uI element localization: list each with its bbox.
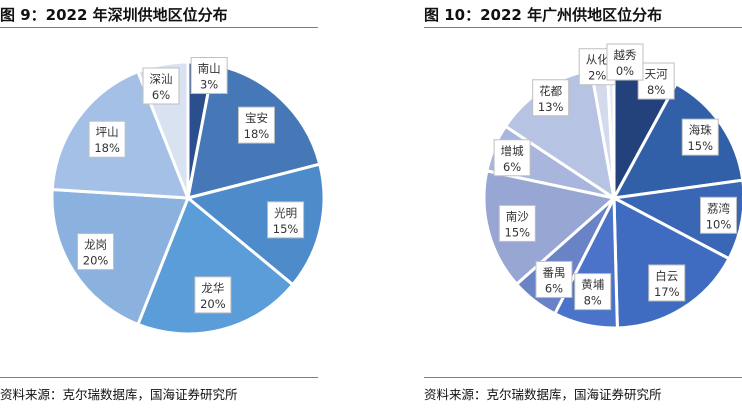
- percent-label: 15%: [687, 139, 713, 153]
- pie-slice: [482, 169, 618, 287]
- pie-slice: [612, 195, 732, 330]
- percent-label: 15%: [273, 222, 299, 236]
- shenzhen-pie-chart: 南山 3% 宝安 18% 光明 15% 龙华 20% 龙岗 20% 坪山 18% 深汕 6%: [50, 57, 326, 336]
- percent-label: 6%: [545, 281, 563, 295]
- figure-9-title: 图 9：2022 年深圳供地区位分布: [0, 6, 228, 24]
- data-label-box: [699, 196, 737, 234]
- data-label-box: [142, 67, 180, 105]
- source-divider: [424, 377, 742, 378]
- pie-slice: [611, 81, 742, 200]
- category-label: 越秀: [613, 48, 636, 62]
- pie-slice: [50, 187, 191, 327]
- category-label: 花都: [539, 84, 562, 98]
- data-label-box: [194, 276, 232, 314]
- data-label-box: [574, 273, 612, 311]
- percent-label: 8%: [584, 294, 602, 308]
- category-label: 龙岗: [84, 238, 107, 252]
- percent-label: 0%: [616, 64, 634, 78]
- category-label: 龙华: [201, 281, 224, 295]
- percent-label: 2%: [588, 69, 606, 83]
- category-label: 白云: [655, 269, 678, 283]
- category-label: 深汕: [150, 72, 173, 86]
- category-label: 从化: [586, 53, 609, 67]
- data-label-box: [77, 233, 115, 271]
- data-label-box: [532, 79, 570, 117]
- data-label-box: [535, 260, 573, 298]
- data-label-box: [681, 118, 719, 156]
- category-label: 黄埔: [581, 278, 604, 292]
- percent-label: 3%: [200, 78, 218, 92]
- data-label-box: [606, 43, 644, 81]
- category-label: 荔湾: [707, 201, 730, 215]
- percent-label: 13%: [538, 100, 564, 114]
- percent-label: 18%: [244, 127, 270, 141]
- data-label-box: [267, 201, 305, 239]
- guangzhou-pie-chart: 天河 8% 海珠 15% 荔湾 10% 白云 17% 黄埔 8% 番禺 6% 南沙 15% 增城 6% 花都 13…: [482, 43, 742, 330]
- percent-label: 15%: [505, 225, 531, 239]
- category-label: 南山: [198, 62, 221, 76]
- percent-label: 6%: [503, 160, 521, 174]
- percent-label: 8%: [647, 83, 665, 97]
- percent-label: 10%: [706, 217, 732, 231]
- pie-slice: [184, 162, 326, 287]
- data-label-box: [237, 106, 275, 144]
- category-label: 海珠: [689, 123, 712, 137]
- percent-label: 20%: [200, 297, 226, 311]
- data-label-box: [498, 204, 536, 242]
- data-label-box: [190, 57, 228, 95]
- percent-label: 20%: [83, 254, 109, 268]
- category-label: 天河: [645, 67, 668, 81]
- data-label-box: [493, 139, 531, 177]
- category-label: 增城: [501, 144, 524, 158]
- category-label: 宝安: [245, 111, 268, 125]
- data-label-box: [88, 120, 126, 158]
- figure-9-source: 资料来源：克尔瑞数据库，国海证券研究所: [0, 387, 238, 402]
- source-divider: [0, 377, 318, 378]
- title-divider: [424, 27, 742, 28]
- figure-10-source: 资料来源：克尔瑞数据库，国海证券研究所: [424, 387, 662, 402]
- data-label-box: [648, 264, 686, 302]
- pie-slice: [135, 195, 295, 336]
- percent-label: 18%: [94, 141, 120, 155]
- category-label: 番禺: [542, 265, 565, 279]
- percent-label: 6%: [152, 88, 170, 102]
- data-label-box: [637, 62, 675, 100]
- category-label: 光明: [274, 206, 297, 220]
- percent-label: 17%: [654, 285, 680, 299]
- figure-10-title: 图 10：2022 年广州供地区位分布: [424, 6, 663, 24]
- category-label: 坪山: [96, 125, 119, 139]
- title-divider: [0, 27, 318, 28]
- category-label: 南沙: [506, 209, 529, 223]
